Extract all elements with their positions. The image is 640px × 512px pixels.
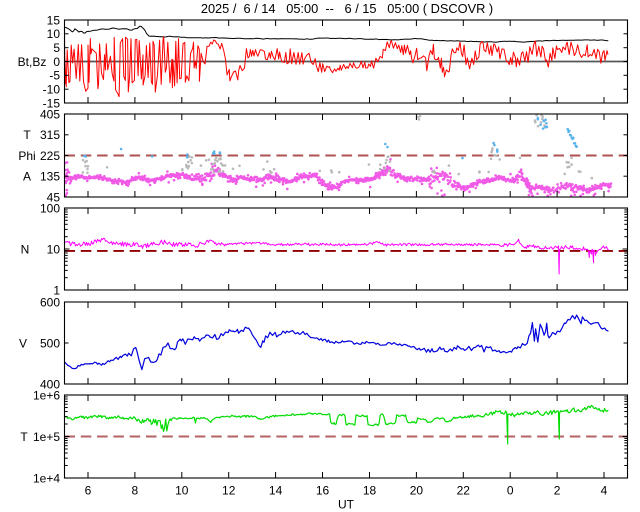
svg-text:8: 8 [132,484,139,498]
svg-text:315: 315 [40,128,60,142]
svg-text:6: 6 [85,484,92,498]
svg-text:22: 22 [457,484,471,498]
svg-text:T: T [20,430,28,444]
svg-text:2: 2 [554,484,561,498]
svg-text:400: 400 [40,377,60,391]
svg-text:V: V [19,336,27,350]
svg-text:1: 1 [53,283,60,297]
svg-text:12: 12 [222,484,236,498]
svg-text:UT: UT [338,498,355,512]
svg-text:Bt,Bz: Bt,Bz [18,55,47,69]
svg-text:10: 10 [175,484,189,498]
svg-text:Phi: Phi [18,149,35,163]
svg-text:4: 4 [601,484,608,498]
svg-text:135: 135 [40,170,60,184]
svg-text:-15: -15 [43,96,61,110]
svg-text:1e+6: 1e+6 [33,388,60,402]
svg-text:18: 18 [363,484,377,498]
svg-text:20: 20 [410,484,424,498]
svg-text:16: 16 [316,484,330,498]
svg-text:T: T [23,128,31,142]
svg-text:15: 15 [47,13,61,27]
svg-text:0: 0 [507,484,514,498]
svg-text:100: 100 [40,201,60,215]
svg-text:1e+4: 1e+4 [33,471,60,485]
svg-text:225: 225 [40,149,60,163]
svg-text:-5: -5 [49,69,60,83]
svg-text:14: 14 [269,484,283,498]
svg-text:10: 10 [47,242,61,256]
svg-text:405: 405 [40,107,60,121]
svg-text:500: 500 [40,336,60,350]
svg-text:N: N [21,242,30,256]
svg-text:A: A [23,170,31,184]
svg-text:5: 5 [53,41,60,55]
svg-text:2025 / 6 / 14 05:00 -- 6: 2025 / 6 / 14 05:00 -- 6 / 15 05:00 ( DS… [201,1,493,16]
svg-text:-10: -10 [43,83,61,97]
svg-text:10: 10 [47,27,61,41]
svg-text:0: 0 [53,55,60,69]
svg-text:1e+5: 1e+5 [33,430,60,444]
svg-text:600: 600 [40,295,60,309]
svg-text:45: 45 [47,190,61,204]
